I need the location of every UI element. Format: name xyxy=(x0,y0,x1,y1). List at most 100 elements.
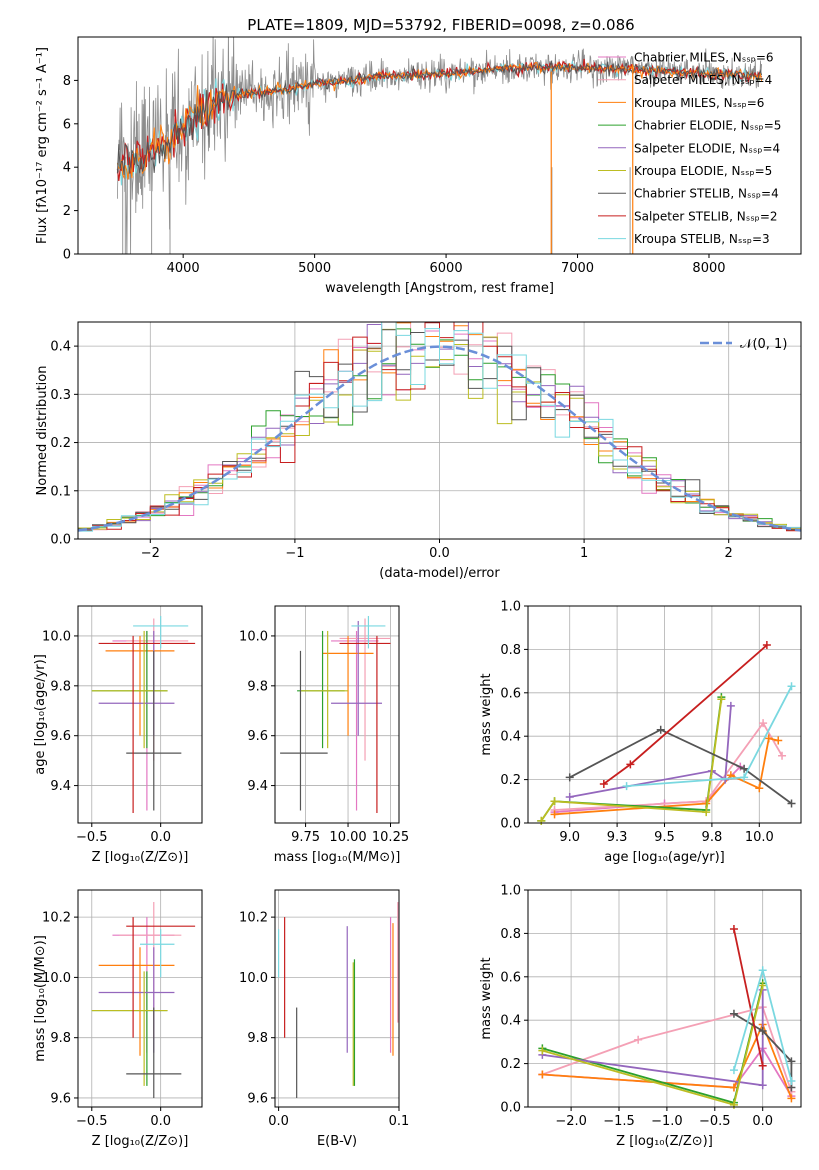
series-point xyxy=(729,1009,738,1018)
series-point xyxy=(717,695,726,704)
series-point xyxy=(729,925,738,934)
y-tick-label: 9.8 xyxy=(50,679,71,694)
y-tick-label: 9.6 xyxy=(247,1091,268,1106)
y-tick-label: 0.2 xyxy=(500,1057,521,1072)
x-axis-label: Z [log₁₀(Z/Z⊙)] xyxy=(616,1134,713,1149)
x-tick-label: 10.0 xyxy=(745,830,774,845)
figure-title: PLATE=1809, MJD=53792, FIBERID=0098, z=0… xyxy=(247,16,634,34)
marks xyxy=(537,641,796,825)
y-tick-label: 0.4 xyxy=(500,730,521,745)
series-point xyxy=(702,808,711,817)
series-point xyxy=(774,736,783,745)
errorbar-chabrier-stelib xyxy=(126,650,182,811)
errorbar-kroupa-elodie xyxy=(91,971,168,1086)
axes-frame xyxy=(77,605,203,824)
y-tick-label: 0 xyxy=(63,248,71,263)
y-axis-label: mass weight xyxy=(479,673,494,755)
series-point xyxy=(538,1070,547,1079)
series-line xyxy=(569,728,793,805)
x-tick-label: −1 xyxy=(285,546,304,561)
series-point xyxy=(787,1076,796,1085)
y-axis-label: age [log₁₀(age/yr)] xyxy=(33,654,48,775)
series-point xyxy=(626,760,635,769)
marks xyxy=(278,902,399,1098)
frame: 9.75 10.00 10.25 9.4 9.6 9.8 10.0 mass [log₁₀(M… xyxy=(239,605,409,865)
series-line xyxy=(542,989,764,1087)
x-tick-label: 6000 xyxy=(430,261,463,276)
y-tick-label: 9.6 xyxy=(50,729,71,744)
marks xyxy=(91,615,196,814)
y-tick-label: 0.2 xyxy=(500,773,521,788)
x-axis-label: wavelength [Angstrom, rest frame] xyxy=(325,281,554,296)
x-tick-label: −1.5 xyxy=(603,1114,635,1129)
y-axis-label: Normed distribution xyxy=(35,366,50,496)
series-line xyxy=(542,983,764,1104)
series-kroupa-elodie xyxy=(538,981,767,1109)
y-tick-label: 9.8 xyxy=(50,1031,71,1046)
y-tick-label: 0.8 xyxy=(500,643,521,658)
errorbar-kroupa-miles xyxy=(105,635,175,736)
y-tick-label: 9.8 xyxy=(247,679,268,694)
y-tick-label: 0.6 xyxy=(500,970,521,985)
series-point xyxy=(565,792,574,801)
series-kroupa-stelib xyxy=(622,682,796,791)
axes-spectrum: 4000 5000 6000 7000 8000 0 2 4 6 8 wavelength [Ang… xyxy=(35,36,802,296)
grid xyxy=(275,606,399,823)
series-point xyxy=(758,966,767,975)
series-point xyxy=(787,799,796,808)
x-tick-label: −0.5 xyxy=(76,830,108,845)
frame: −0.5 0.0 9.6 9.8 10.0 10.2 Z [log₁₀(Z/Z⊙)] mass… xyxy=(33,889,203,1149)
spectrum-legend: Chabrier MILES, Nₛₛₚ=6 Salpeter MILES, Nₛ… xyxy=(598,51,781,246)
y-tick-label: 10.0 xyxy=(239,971,268,986)
series-chabrier-elodie xyxy=(537,693,726,825)
axes-mass_vs_Z: −0.5 0.0 9.6 9.8 10.0 10.2 Z [log₁₀(Z/Z⊙)] mass… xyxy=(33,889,203,1149)
x-axis-label: Z [log₁₀(Z/Z⊙)] xyxy=(92,850,189,865)
x-tick-label: 2 xyxy=(725,546,733,561)
series-point xyxy=(787,682,796,691)
series-line xyxy=(542,1006,793,1093)
y-tick-label: 10.0 xyxy=(239,629,268,644)
errorbar-salpeter-elodie xyxy=(98,947,175,1053)
axes-age_vs_Z: −0.5 0.0 9.4 9.6 9.8 10.0 Z [log₁₀(Z/Z⊙)] age [… xyxy=(33,605,203,865)
axes-mass_vs_EBV: 0.0 0.1 9.6 9.8 10.0 10.2 E(B-V) xyxy=(239,889,410,1149)
y-tick-label: 1.0 xyxy=(500,600,521,615)
series-line xyxy=(733,928,764,1066)
y-tick-label: 0.2 xyxy=(50,436,71,451)
series-point xyxy=(778,751,787,760)
marks xyxy=(280,615,391,814)
axes-residuals: −2 −1 0.0 1 2 0.0 0.1 0.2 0.3 0.4 (data-model)/err… xyxy=(35,321,802,581)
legend-label: Kroupa STELIB, Nₛₛₚ=3 xyxy=(634,232,770,246)
y-tick-label: 0.8 xyxy=(500,927,521,942)
series-point xyxy=(758,1061,767,1070)
series-point xyxy=(538,1046,547,1055)
frame: −2 −1 0.0 1 2 0.0 0.1 0.2 0.3 0.4 (data-model)/err… xyxy=(35,321,802,581)
series-line xyxy=(540,699,723,822)
axes-weight_vs_Z: −2.0 −1.5 −1.0 −0.5 0.0 0.0 0.2 0.4 0.6 0.8 1.0 Z [… xyxy=(479,884,802,1149)
y-tick-label: 6 xyxy=(63,117,71,132)
x-tick-label: 0.0 xyxy=(268,1114,289,1129)
series-point xyxy=(755,784,764,793)
y-tick-label: 8 xyxy=(63,74,71,89)
series-point xyxy=(726,701,735,710)
series-line xyxy=(542,1022,793,1099)
marks xyxy=(538,925,796,1109)
x-tick-label: 0.1 xyxy=(389,1114,410,1129)
x-tick-label: 9.3 xyxy=(607,830,628,845)
grid xyxy=(528,605,801,824)
y-tick-label: 0.0 xyxy=(500,1101,521,1116)
series-point xyxy=(550,797,559,806)
errorbar-salpeter-miles xyxy=(339,618,391,761)
x-axis-label: Z [log₁₀(Z/Z⊙)] xyxy=(92,1134,189,1149)
series-point xyxy=(758,1081,767,1090)
y-tick-label: 0.6 xyxy=(500,686,521,701)
x-axis-label: mass [log₁₀(M/M⊙)] xyxy=(274,850,401,865)
legend-label: 𝒩(0, 1) xyxy=(740,337,787,352)
errorbar-chabrier-miles xyxy=(112,917,175,1053)
legend-label: Kroupa MILES, Nₛₛₚ=6 xyxy=(634,96,764,110)
series-kroupa-stelib xyxy=(729,966,796,1085)
y-tick-label: 1.0 xyxy=(500,884,521,899)
y-tick-label: 9.4 xyxy=(50,779,71,794)
series-point xyxy=(764,734,773,743)
errorbar-kroupa-miles xyxy=(98,947,175,1056)
normal-curve xyxy=(78,345,801,532)
